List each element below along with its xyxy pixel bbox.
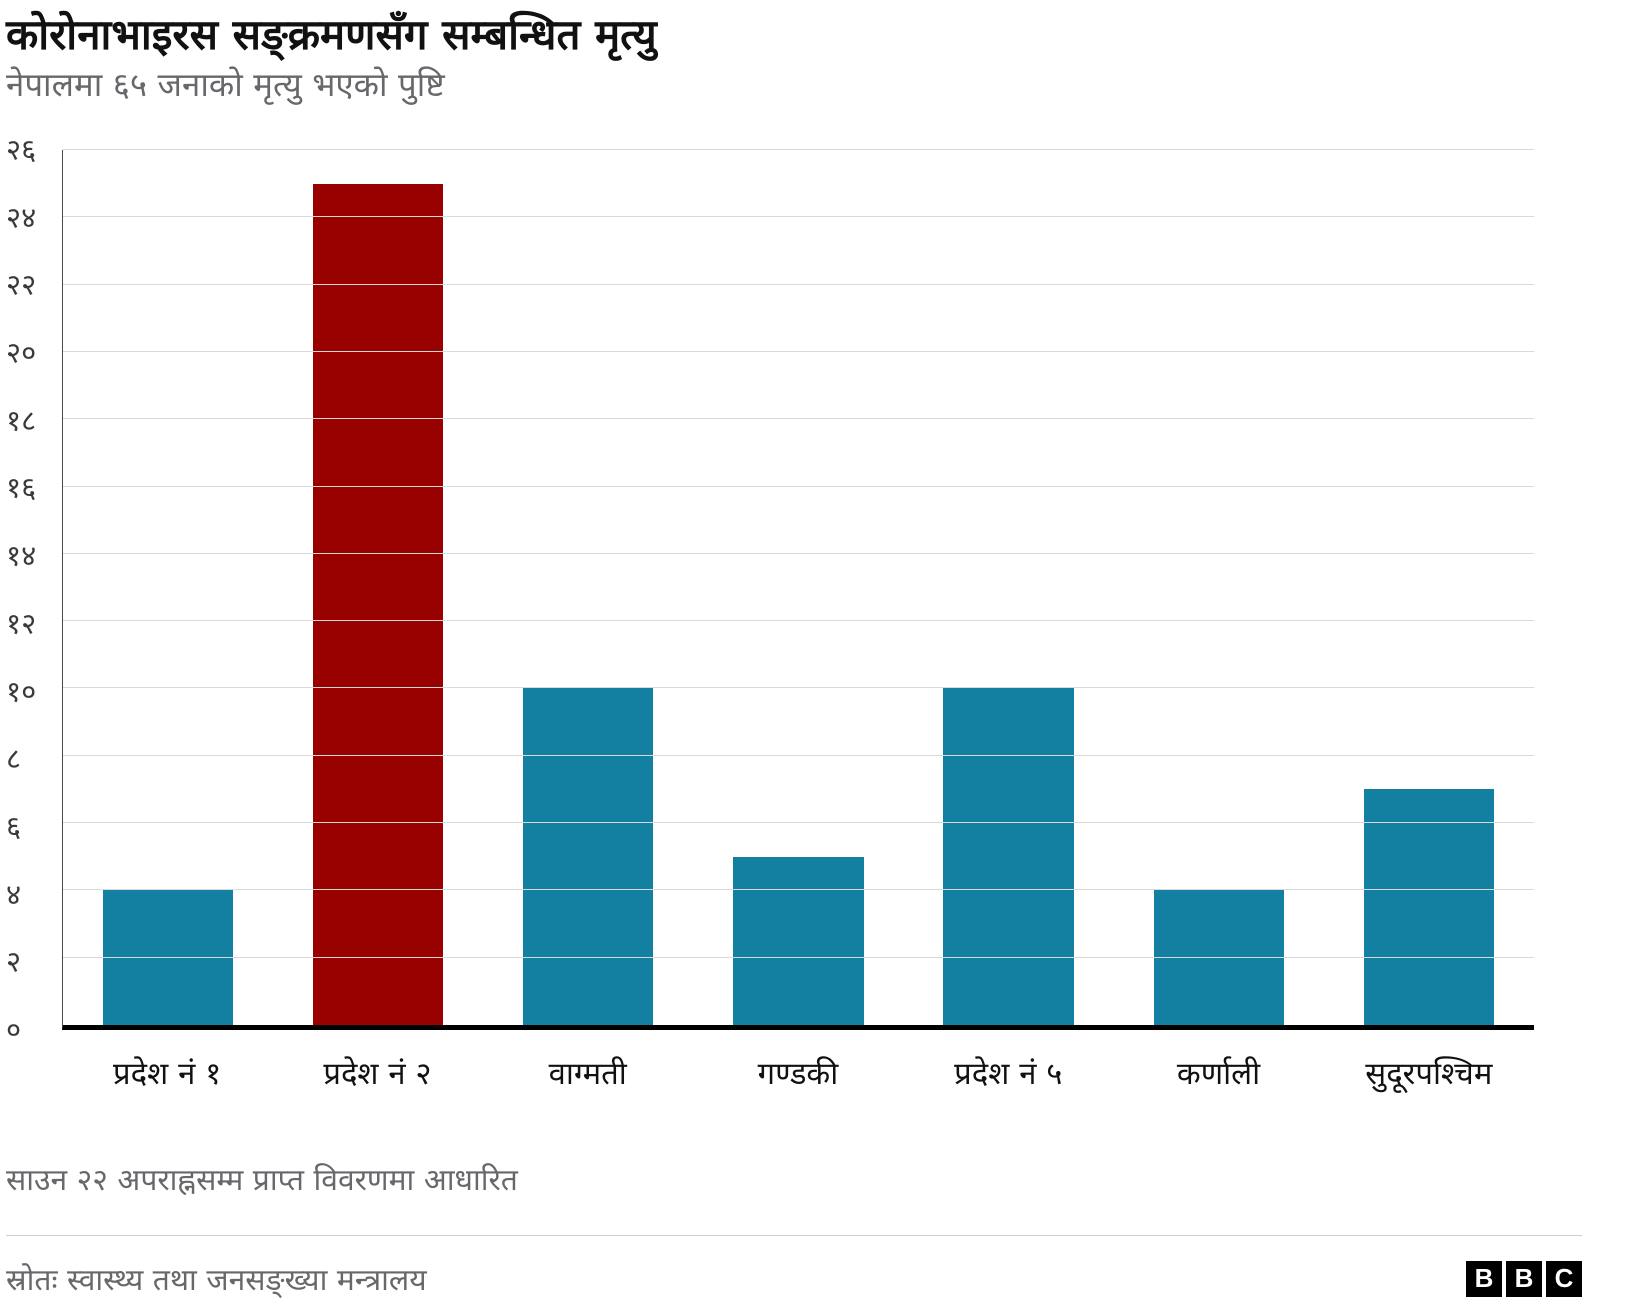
y-tick-label: १८ xyxy=(6,403,37,438)
gridline xyxy=(63,956,1534,958)
x-tick-label: सुदूरपश्चिम xyxy=(1365,1056,1493,1092)
bar-slot xyxy=(273,150,483,1025)
gridline xyxy=(63,552,1534,554)
bars xyxy=(63,150,1534,1025)
source-text: स्रोतः स्वास्थ्य तथा जनसङ्ख्या मन्त्रालय xyxy=(6,1263,427,1298)
bar-slot xyxy=(483,150,693,1025)
x-tick-label: कर्णाली xyxy=(1176,1056,1261,1092)
bar-slot xyxy=(1324,150,1534,1025)
y-tick-label: ० xyxy=(6,1012,22,1047)
source-row: स्रोतः स्वास्थ्य तथा जनसङ्ख्या मन्त्रालय… xyxy=(6,1258,1582,1299)
y-tick-label: २६ xyxy=(6,132,37,167)
bar-प्रदेश नं २ xyxy=(313,183,444,1025)
bar-वाग्मती xyxy=(523,688,654,1025)
x-axis: प्रदेश नं १ प्रदेश नं २ वाग्मती गण्डकी प्रदे… xyxy=(62,1030,1534,1100)
gridline xyxy=(63,216,1534,218)
bbc-logo-letter-c: C xyxy=(1546,1260,1582,1297)
bar-गण्डकी xyxy=(733,856,864,1025)
bar-slot xyxy=(1114,150,1324,1025)
bar-slot xyxy=(904,150,1114,1025)
y-axis: ० २ ४ ६ ८ १० १२ १४ १६ १८ २० २२ २४ २६ xyxy=(6,135,62,1044)
plot-area xyxy=(62,149,1534,1030)
gridline xyxy=(63,418,1534,420)
divider-line xyxy=(6,1235,1582,1236)
gridline xyxy=(63,350,1534,352)
bar-chart: ० २ ४ ६ ८ १० १२ १४ १६ १८ २० २२ २४ २६ प्रदेश नं १ प्रदे… xyxy=(6,135,1534,1100)
bar-प्रदेश नं ५ xyxy=(943,688,1074,1025)
gridline xyxy=(63,687,1534,689)
gridline xyxy=(63,283,1534,285)
gridline xyxy=(63,754,1534,756)
gridline xyxy=(63,485,1534,487)
x-tick-label: प्रदेश नं २ xyxy=(323,1056,432,1092)
x-tick-label: प्रदेश नं १ xyxy=(113,1056,222,1092)
x-tick-label: गण्डकी xyxy=(757,1056,839,1092)
bar-slot xyxy=(63,150,273,1025)
y-tick-label: १६ xyxy=(6,470,37,505)
bar-सुदूरपश्चिम xyxy=(1363,789,1495,1025)
chart-title: कोरोनाभाइरस सङ्क्रमणसँग सम्बन्धित मृत्यु xyxy=(6,10,657,59)
y-tick-label: ८ xyxy=(6,741,22,776)
y-tick-label: १० xyxy=(6,674,37,709)
y-tick-label: १४ xyxy=(6,538,37,573)
bbc-logo-letter-b2: B xyxy=(1506,1260,1542,1297)
footnote: साउन २२ अपराह्नसम्म प्राप्त विवरणमा आधार… xyxy=(6,1163,518,1198)
chart-subtitle: नेपालमा ६५ जनाको मृत्यु भएको पुष्टि xyxy=(6,65,445,104)
bar-slot xyxy=(693,150,903,1025)
y-tick-label: २२ xyxy=(6,267,37,302)
gridline xyxy=(63,889,1534,891)
y-tick-label: २ xyxy=(6,944,22,979)
y-tick-label: ४ xyxy=(6,877,22,912)
gridline xyxy=(63,822,1534,824)
x-tick-label: वाग्मती xyxy=(548,1056,627,1092)
gridline xyxy=(63,149,1534,150)
bbc-logo-letter-b1: B xyxy=(1466,1260,1502,1297)
x-tick-label: प्रदेश नं ५ xyxy=(954,1056,1063,1092)
gridline xyxy=(63,620,1534,622)
y-tick-label: १२ xyxy=(6,606,37,641)
y-tick-label: ६ xyxy=(6,809,22,844)
y-tick-label: २४ xyxy=(6,200,37,235)
y-tick-label: २० xyxy=(6,335,37,370)
bbc-logo: B B C xyxy=(1466,1260,1582,1297)
